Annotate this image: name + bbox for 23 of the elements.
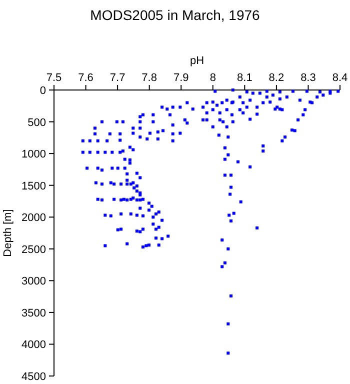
y-tick-label: 2000 xyxy=(22,212,46,224)
y-tick-label: 2500 xyxy=(22,244,46,256)
y-tick-label: 0 xyxy=(40,85,46,97)
x-tick-label: 8 xyxy=(210,72,216,84)
y-tick-label: 1500 xyxy=(22,180,46,192)
y-tick-label: 3500 xyxy=(22,307,46,320)
x-tick-label: 8.2 xyxy=(268,72,284,84)
x-tick-label: 7.5 xyxy=(46,72,62,84)
y-tick-label: 1000 xyxy=(22,148,46,161)
x-tick-label: 7.9 xyxy=(173,72,189,84)
chart-title: MODS2005 in March, 1976 xyxy=(90,7,260,23)
x-tick-label: 8.3 xyxy=(300,72,316,84)
y-tick-label: 500 xyxy=(28,116,46,129)
x-tick-label: 7.8 xyxy=(142,72,157,84)
x-tick-label: 8.4 xyxy=(332,72,348,84)
x-tick-label: 7.6 xyxy=(78,72,94,84)
y-axis-title: Depth [m] xyxy=(2,209,14,257)
x-tick-label: 7.7 xyxy=(110,72,126,84)
x-tick-label: 8.1 xyxy=(237,72,252,84)
x-axis-title: pH xyxy=(190,55,204,67)
y-tick-label: 4000 xyxy=(22,339,46,352)
y-tick-label: 4500 xyxy=(22,371,46,383)
y-tick-label: 3000 xyxy=(22,276,46,288)
